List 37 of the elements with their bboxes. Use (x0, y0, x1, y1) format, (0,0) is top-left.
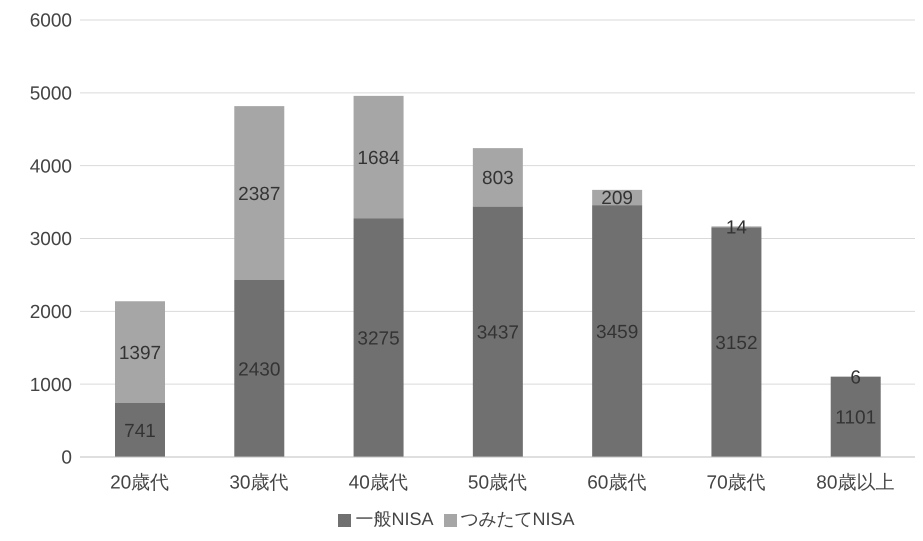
legend-label: つみたてNISA (460, 509, 575, 529)
data-label: 1397 (118, 342, 162, 364)
bar (354, 96, 404, 218)
data-label: 3275 (357, 328, 400, 350)
data-label: 2430 (238, 359, 280, 380)
bar (234, 106, 284, 280)
bar (472, 148, 523, 207)
bar (354, 218, 404, 457)
y-tick-label: 3000 (30, 229, 72, 250)
legend-label: 一般NISA (355, 509, 434, 529)
data-label: 1684 (357, 148, 400, 169)
bar (472, 206, 523, 457)
data-label: 741 (124, 420, 156, 442)
bar (115, 301, 165, 404)
x-tick-label: 20歳代 (110, 472, 170, 494)
x-tick-label: 40歳代 (348, 472, 408, 494)
data-label: 3437 (476, 322, 519, 344)
data-label: 209 (601, 188, 633, 210)
y-tick-label: 4000 (30, 156, 72, 178)
y-tick-label: 2000 (30, 302, 72, 324)
data-label: 1101 (835, 408, 876, 429)
data-label: 803 (482, 168, 514, 190)
bar (115, 403, 165, 457)
data-label: 2387 (238, 184, 280, 205)
y-tick-label: 0 (61, 448, 72, 469)
y-tick-label: 5000 (30, 84, 72, 105)
x-tick-label: 30歳代 (229, 472, 288, 494)
y-tick-label: 6000 (30, 10, 72, 32)
y-tick-label: 1000 (30, 374, 72, 396)
x-tick-label: 50歳代 (468, 472, 528, 494)
bar (234, 280, 284, 457)
x-tick-label: 70歳代 (706, 472, 766, 494)
x-tick-label: 60歳代 (587, 472, 646, 494)
data-label: 3152 (715, 332, 758, 354)
bar (592, 205, 642, 457)
x-tick-label: 80歳以上 (816, 472, 894, 494)
data-label: 3459 (596, 322, 638, 343)
